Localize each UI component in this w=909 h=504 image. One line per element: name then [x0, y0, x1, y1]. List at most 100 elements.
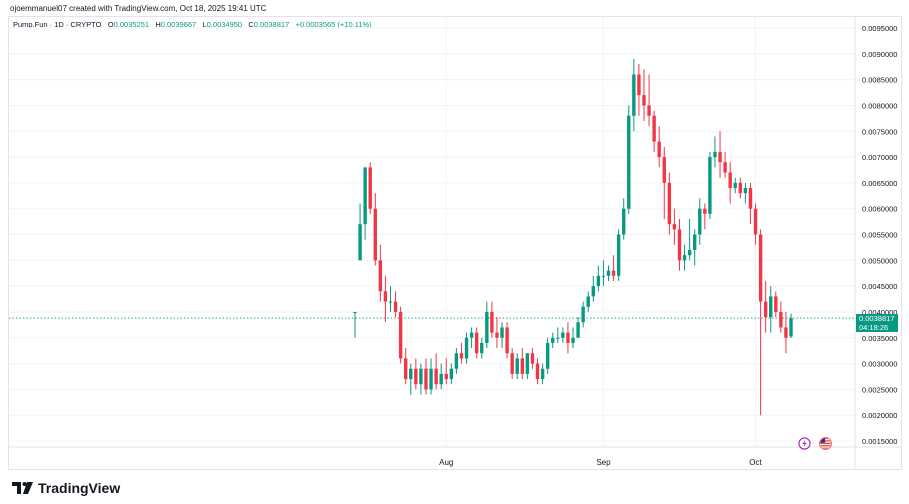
- candle-body: [545, 342, 550, 369]
- candle-body: [723, 162, 727, 173]
- candle-body: [459, 353, 464, 359]
- candle-body: [490, 311, 494, 333]
- symbol-legend: Pump.Fun · 1D · CRYPTO O0.0035251 H0.003…: [13, 20, 372, 29]
- y-tick-label: 0.0075000: [862, 127, 897, 136]
- last-price-tag: 0.0038817 04:18:26: [856, 314, 898, 332]
- candle-body: [581, 306, 585, 323]
- y-tick-label: 0.0035000: [862, 334, 897, 343]
- candle-body: [515, 358, 519, 374]
- y-tick-label: 0.0020000: [862, 411, 897, 420]
- created-by-caption: ojoemmanuel07 created with TradingView.c…: [10, 4, 267, 13]
- bar-countdown: 04:18:26: [859, 323, 889, 332]
- candle-body: [738, 182, 743, 194]
- candle-body: [535, 363, 540, 380]
- y-tick-label: 0.0090000: [862, 50, 897, 59]
- candle-body: [632, 74, 636, 116]
- us-flag-icon[interactable]: [819, 437, 832, 450]
- candle-body: [566, 332, 570, 343]
- change-value: +0.0003565 (+10.11%): [295, 20, 372, 29]
- candle-body: [353, 311, 357, 313]
- candle-body: [561, 332, 565, 338]
- y-tick-label: 0.0025000: [862, 385, 897, 394]
- candle-body: [358, 224, 362, 261]
- x-tick-label: Sep: [596, 458, 611, 467]
- candle-body: [414, 368, 418, 385]
- candle-body: [622, 208, 626, 235]
- candle-body: [500, 327, 504, 338]
- candle-body: [485, 311, 489, 343]
- candle-body: [606, 270, 611, 276]
- candle-body: [383, 291, 388, 302]
- x-tick-label: Oct: [749, 458, 762, 467]
- candle-body: [571, 337, 575, 343]
- candle-body: [657, 141, 661, 158]
- candle-body: [784, 327, 788, 338]
- candle-body: [439, 373, 443, 385]
- candle-body: [616, 234, 621, 276]
- y-tick-label: 0.0050000: [862, 256, 897, 265]
- candle-body: [373, 208, 377, 261]
- candle-body: [718, 151, 722, 163]
- last-price-value: 0.0038817: [859, 314, 895, 323]
- candle-body: [434, 368, 438, 385]
- candle-body: [419, 368, 423, 385]
- y-tick-label: 0.0030000: [862, 360, 897, 369]
- candle-body: [647, 105, 651, 116]
- tradingview-brand[interactable]: TradingView: [12, 480, 120, 496]
- lightning-icon[interactable]: [798, 437, 811, 450]
- candle-body: [748, 188, 753, 209]
- candle-body: [667, 182, 672, 225]
- brand-name: TradingView: [38, 480, 121, 496]
- candle-body: [698, 208, 702, 235]
- candle-body: [708, 157, 712, 214]
- candle-body: [637, 74, 641, 96]
- y-tick-label: 0.0060000: [862, 205, 897, 214]
- candle-body: [779, 311, 783, 328]
- y-tick-label: 0.0080000: [862, 101, 897, 110]
- candle-body: [540, 368, 545, 380]
- candle-body: [525, 353, 530, 374]
- open-label: O: [107, 20, 114, 29]
- candle-body: [409, 368, 413, 380]
- candle-body: [789, 318, 793, 337]
- y-tick-label: 0.0015000: [862, 437, 897, 446]
- candle-body: [769, 296, 773, 318]
- candle-body: [713, 151, 717, 158]
- candle-body: [393, 301, 398, 312]
- candle-body: [424, 368, 428, 390]
- tradingview-logo-icon: [12, 482, 33, 494]
- symbol-title[interactable]: Pump.Fun · 1D · CRYPTO: [13, 20, 102, 29]
- candle-body: [449, 368, 454, 380]
- chart-frame[interactable]: [8, 16, 902, 470]
- candle-body: [672, 224, 677, 230]
- candle-body: [662, 157, 666, 183]
- candle-body: [753, 208, 758, 235]
- candle-body: [520, 358, 525, 374]
- candle-body: [687, 249, 692, 256]
- close-value: 0.0038817: [253, 20, 290, 29]
- candle-body: [480, 342, 484, 354]
- candle-body: [682, 255, 687, 261]
- candle-body: [601, 275, 606, 277]
- y-tick-label: 0.0095000: [862, 24, 897, 33]
- open-value: 0.0035251: [113, 20, 150, 29]
- candle-body: [464, 337, 469, 359]
- candle-body: [692, 234, 697, 250]
- candle-body: [733, 182, 737, 189]
- candle-body: [551, 337, 555, 343]
- candle-body: [728, 172, 732, 189]
- close-label: C: [248, 20, 254, 29]
- candle-body: [743, 188, 748, 194]
- candle-body: [378, 260, 383, 292]
- candle-body: [404, 358, 408, 380]
- y-tick-label: 0.0055000: [862, 231, 897, 240]
- candle-body: [703, 208, 707, 214]
- candle-body: [556, 337, 560, 339]
- candle-body: [444, 373, 448, 380]
- candle-body: [530, 353, 535, 364]
- candle-body: [388, 301, 393, 303]
- candle-body: [510, 353, 514, 374]
- candle-body: [398, 311, 403, 359]
- y-tick-label: 0.0045000: [862, 282, 897, 291]
